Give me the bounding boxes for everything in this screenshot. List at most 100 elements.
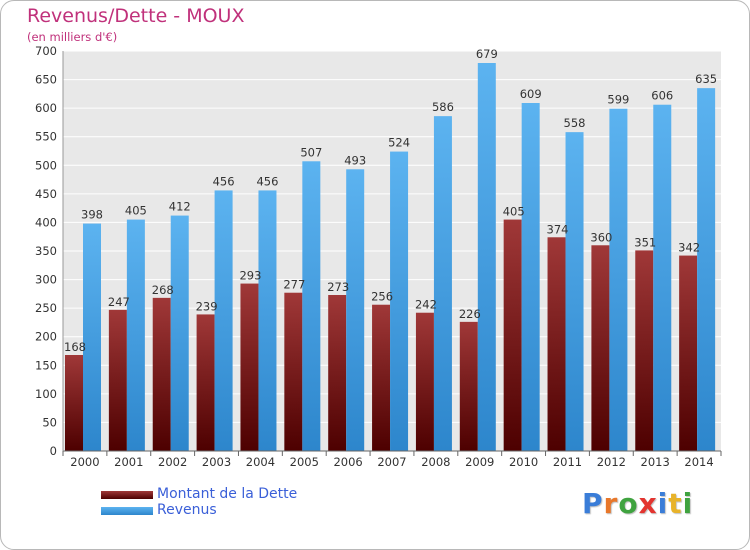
x-tick-label: 2008 [421, 455, 450, 469]
y-tick-label: 700 [35, 44, 57, 58]
debt-bar [328, 295, 347, 451]
debt-value-label: 168 [64, 340, 86, 354]
y-tick-label: 150 [35, 358, 57, 372]
y-tick-label: 350 [35, 244, 57, 258]
legend-label-revenue: Revenus [157, 502, 217, 518]
y-tick-label: 600 [35, 101, 57, 115]
debt-value-label: 351 [634, 235, 656, 249]
x-tick-label: 2006 [333, 455, 362, 469]
y-tick-label: 250 [35, 301, 57, 315]
revenue-bar [565, 132, 584, 451]
y-tick-label: 50 [42, 415, 57, 429]
revenue-bar [214, 190, 233, 451]
chart-title: Revenus/Dette - MOUX [27, 5, 245, 27]
logo-letter: r [603, 487, 619, 520]
debt-bar [240, 283, 259, 451]
debt-value-label: 247 [108, 295, 130, 309]
x-tick-label: 2001 [114, 455, 143, 469]
revenue-value-label: 412 [169, 200, 191, 214]
revenue-value-label: 609 [520, 87, 542, 101]
logo-letter: P [582, 487, 604, 520]
x-tick-label: 2010 [509, 455, 538, 469]
debt-bar [108, 309, 127, 451]
revenue-value-label: 558 [564, 116, 586, 130]
debt-value-label: 256 [371, 290, 393, 304]
revenue-value-label: 405 [125, 204, 147, 218]
debt-bar [372, 304, 391, 451]
legend-swatch-debt [101, 491, 153, 499]
logo-letter: o [618, 487, 639, 520]
x-tick-label: 2011 [553, 455, 582, 469]
revenue-bar [653, 104, 672, 451]
y-tick-label: 500 [35, 158, 57, 172]
x-tick-label: 2009 [465, 455, 494, 469]
debt-value-label: 342 [678, 241, 700, 255]
x-tick-label: 2004 [246, 455, 275, 469]
revenue-value-label: 635 [695, 72, 717, 86]
revenue-bar [126, 219, 145, 451]
debt-bar [415, 312, 434, 451]
logo-letter: t [668, 487, 683, 520]
x-tick-label: 2012 [597, 455, 626, 469]
debt-value-label: 374 [547, 222, 569, 236]
x-tick-label: 2002 [158, 455, 187, 469]
debt-bar [152, 297, 171, 451]
revenue-value-label: 493 [344, 153, 366, 167]
revenue-value-label: 586 [432, 100, 454, 114]
x-tick-label: 2007 [377, 455, 406, 469]
debt-bar [503, 219, 522, 451]
revenue-value-label: 507 [300, 145, 322, 159]
legend-label-debt: Montant de la Dette [157, 486, 298, 502]
debt-bar [547, 237, 566, 451]
revenue-value-label: 456 [256, 174, 278, 188]
revenue-bar [346, 169, 365, 452]
logo-letter: i [682, 487, 694, 520]
revenue-value-label: 679 [476, 47, 498, 61]
debt-bar [196, 314, 215, 451]
debt-value-label: 239 [196, 299, 218, 313]
debt-value-label: 293 [239, 269, 261, 283]
revenue-value-label: 599 [607, 93, 629, 107]
y-tick-label: 300 [35, 273, 57, 287]
revenue-value-label: 524 [388, 136, 410, 150]
revenue-bar [83, 223, 101, 451]
revenue-bar [170, 215, 189, 451]
debt-bar [65, 355, 83, 451]
x-tick-label: 2014 [684, 455, 713, 469]
revenue-bar [609, 108, 628, 451]
debt-value-label: 277 [283, 278, 305, 292]
y-tick-label: 450 [35, 187, 57, 201]
x-tick-label: 2003 [202, 455, 231, 469]
logo-letter: i [657, 487, 669, 520]
x-tick-label: 2000 [70, 455, 99, 469]
debt-value-label: 405 [503, 205, 525, 219]
chart-subtitle: (en milliers d'€) [27, 30, 118, 44]
revenue-value-label: 398 [81, 208, 103, 222]
debt-value-label: 268 [152, 283, 174, 297]
revenue-bar [477, 63, 496, 451]
debt-value-label: 226 [459, 307, 481, 321]
y-tick-label: 550 [35, 130, 57, 144]
legend-swatch-revenue [101, 507, 153, 515]
revenue-bar [433, 116, 452, 452]
revenue-bar [390, 151, 409, 452]
revenue-value-label: 606 [651, 89, 673, 103]
y-tick-label: 0 [50, 444, 57, 458]
debt-bar [679, 255, 698, 451]
debt-value-label: 273 [327, 280, 349, 294]
y-tick-label: 650 [35, 73, 57, 87]
debt-bar [635, 250, 654, 451]
revenue-bar [302, 161, 321, 452]
x-tick-label: 2013 [641, 455, 670, 469]
revenue-bar [521, 103, 540, 451]
debt-bar [459, 321, 478, 451]
y-tick-label: 200 [35, 330, 57, 344]
debt-bar [591, 245, 610, 451]
revenue-bar [258, 190, 277, 451]
revenue-value-label: 456 [213, 174, 235, 188]
proxiti-logo: Proxiti [582, 487, 693, 520]
x-tick-label: 2005 [290, 455, 319, 469]
revenue-bar [697, 88, 716, 452]
